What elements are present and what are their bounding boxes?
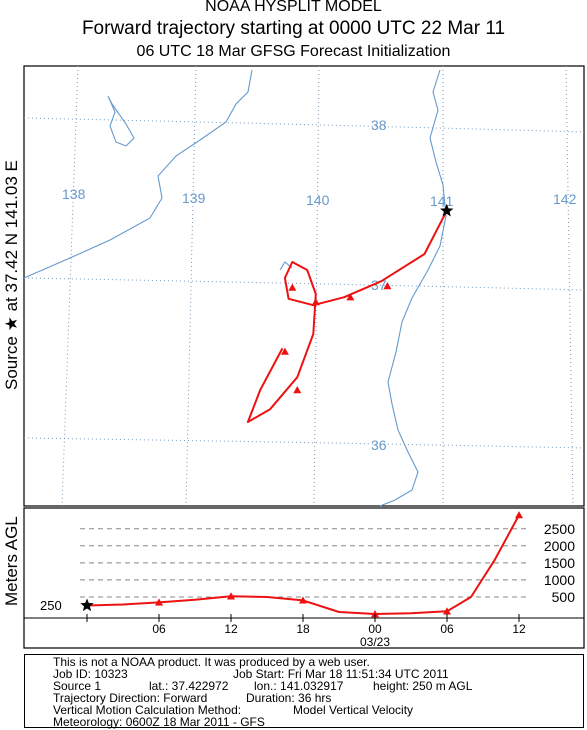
- height-marker: [155, 598, 163, 606]
- chart-title: NOAA HYSPLIT MODEL: [205, 0, 382, 15]
- height-tick-label: 500: [552, 589, 576, 605]
- info-height: height: 250 m AGL: [373, 679, 473, 693]
- height-x-tick-label: 18: [296, 622, 310, 636]
- trajectory-marker: [346, 293, 355, 301]
- map-grid-labels: 138 139 140 141 142 38 37 36: [62, 117, 577, 453]
- lon-label-138: 138: [62, 186, 86, 202]
- trajectory-marker: [280, 347, 289, 355]
- height-tick-label: 1500: [544, 555, 575, 571]
- info-vertical-method: Vertical Motion Calculation Method:: [53, 703, 242, 717]
- lon-gridline-140: [313, 65, 320, 507]
- source-star-marker: [440, 203, 454, 217]
- info-job-start: Job Start: Fri Mar 18 11:51:34 UTC 2011: [233, 667, 449, 681]
- coastline-honshu-west: [23, 69, 253, 279]
- info-lat: lat.: 37.422972: [149, 679, 229, 693]
- height-x-tick-label: 06: [152, 622, 166, 636]
- trajectory-marker: [311, 298, 320, 306]
- coastline-sado: [107, 95, 135, 147]
- height-marker: [299, 596, 307, 604]
- lon-label-142: 142: [553, 191, 577, 207]
- lat-gridline-37: [23, 277, 585, 291]
- height-marker: [515, 511, 523, 519]
- lon-gridline-138: [61, 65, 79, 507]
- lat-gridline-38: [23, 117, 585, 133]
- info-box: This is not a NOAA product. It was produ…: [24, 654, 584, 728]
- height-x-axis: 06 12 18 00 06 12 03/23: [24, 614, 584, 649]
- height-x-tick-label: 06: [440, 622, 454, 636]
- height-start-star: [80, 598, 94, 612]
- map-frame: [23, 65, 585, 507]
- info-direction: Trajectory Direction: Forward: [53, 691, 208, 705]
- trajectory-marker: [383, 282, 392, 290]
- lat-label-36: 36: [371, 437, 387, 453]
- coastline-honshu-east: [379, 69, 447, 507]
- info-duration: Duration: 36 hrs: [246, 691, 332, 705]
- height-tick-label: 2500: [544, 521, 575, 537]
- height-frame: [23, 507, 585, 649]
- info-disclaimer: This is not a NOAA product. It was produ…: [53, 655, 370, 669]
- lon-label-141: 141: [430, 193, 454, 209]
- lon-label-140: 140: [306, 192, 330, 208]
- trajectory-marker: [293, 386, 302, 394]
- height-x-tick-label: 12: [512, 622, 526, 636]
- info-lon: lon.: 141.032917: [254, 679, 344, 693]
- lat-label-38: 38: [371, 117, 387, 133]
- coastline: [23, 69, 447, 507]
- height-tick-label: 1000: [544, 572, 575, 588]
- trajectory-plot: [246, 203, 454, 423]
- info-meteorology: Meteorology: 0600Z 18 Mar 2011 - GFS: [53, 715, 265, 729]
- info-source: Source 1: [53, 679, 102, 693]
- height-plot: [80, 511, 523, 618]
- start-height-label: 250: [40, 598, 62, 613]
- height-x-date-label: 03/23: [360, 635, 390, 649]
- height-tick-label: 2000: [544, 538, 575, 554]
- height-marker: [371, 610, 379, 618]
- lon-gridline-139: [185, 65, 197, 507]
- lon-label-139: 139: [182, 190, 206, 206]
- trajectory-line: [246, 210, 448, 423]
- height-x-tick-label: 00: [368, 622, 382, 636]
- height-x-tick-label: 12: [224, 622, 238, 636]
- chart-subtitle: Forward trajectory starting at 0000 UTC …: [81, 18, 506, 39]
- lon-gridline-142: [565, 65, 574, 507]
- trajectory-marker: [288, 283, 297, 291]
- info-vertical-model: Model Vertical Velocity: [293, 703, 414, 717]
- height-marker: [227, 592, 235, 600]
- info-job-id: Job ID: 10323: [53, 667, 128, 681]
- map-gridlines: [23, 65, 585, 507]
- height-line: [86, 514, 520, 615]
- run-label: 06 UTC 18 Mar GFSG Forecast Initializati…: [136, 43, 451, 60]
- lat-gridline-36: [23, 437, 585, 449]
- height-marker: [443, 607, 451, 615]
